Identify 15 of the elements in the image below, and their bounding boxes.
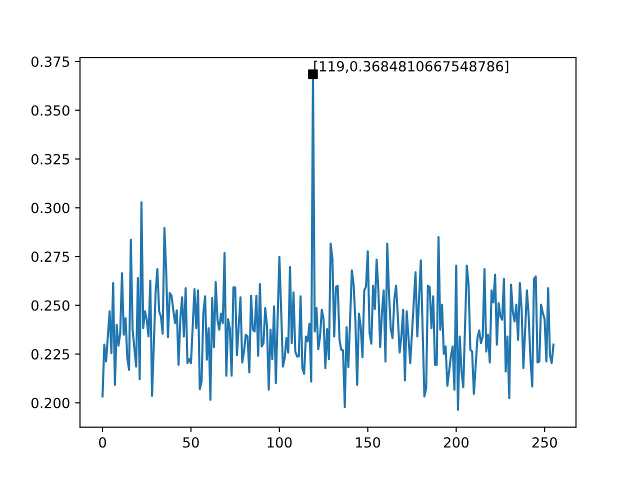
y-tick-label: 0.300 — [31, 202, 70, 214]
y-tick-label: 0.375 — [31, 56, 70, 67]
x-tick-label: 100 — [268, 437, 292, 448]
y-tick-label: 0.250 — [31, 300, 70, 311]
x-tick-label: 150 — [356, 437, 380, 448]
y-tick-label: 0.350 — [31, 105, 70, 116]
x-tick-label: 250 — [532, 437, 557, 448]
y-tick-label: 0.200 — [31, 398, 70, 408]
y-tick-label: 0.325 — [31, 154, 70, 164]
annotation: [119,0.3684810667548786] — [314, 60, 508, 74]
x-tick-label: 0 — [99, 437, 106, 448]
y-tick-label: 0.275 — [31, 252, 70, 262]
x-tick-label: 200 — [444, 437, 469, 448]
x-tick-label: 50 — [183, 437, 199, 448]
y-tick-label: 0.225 — [31, 349, 70, 360]
